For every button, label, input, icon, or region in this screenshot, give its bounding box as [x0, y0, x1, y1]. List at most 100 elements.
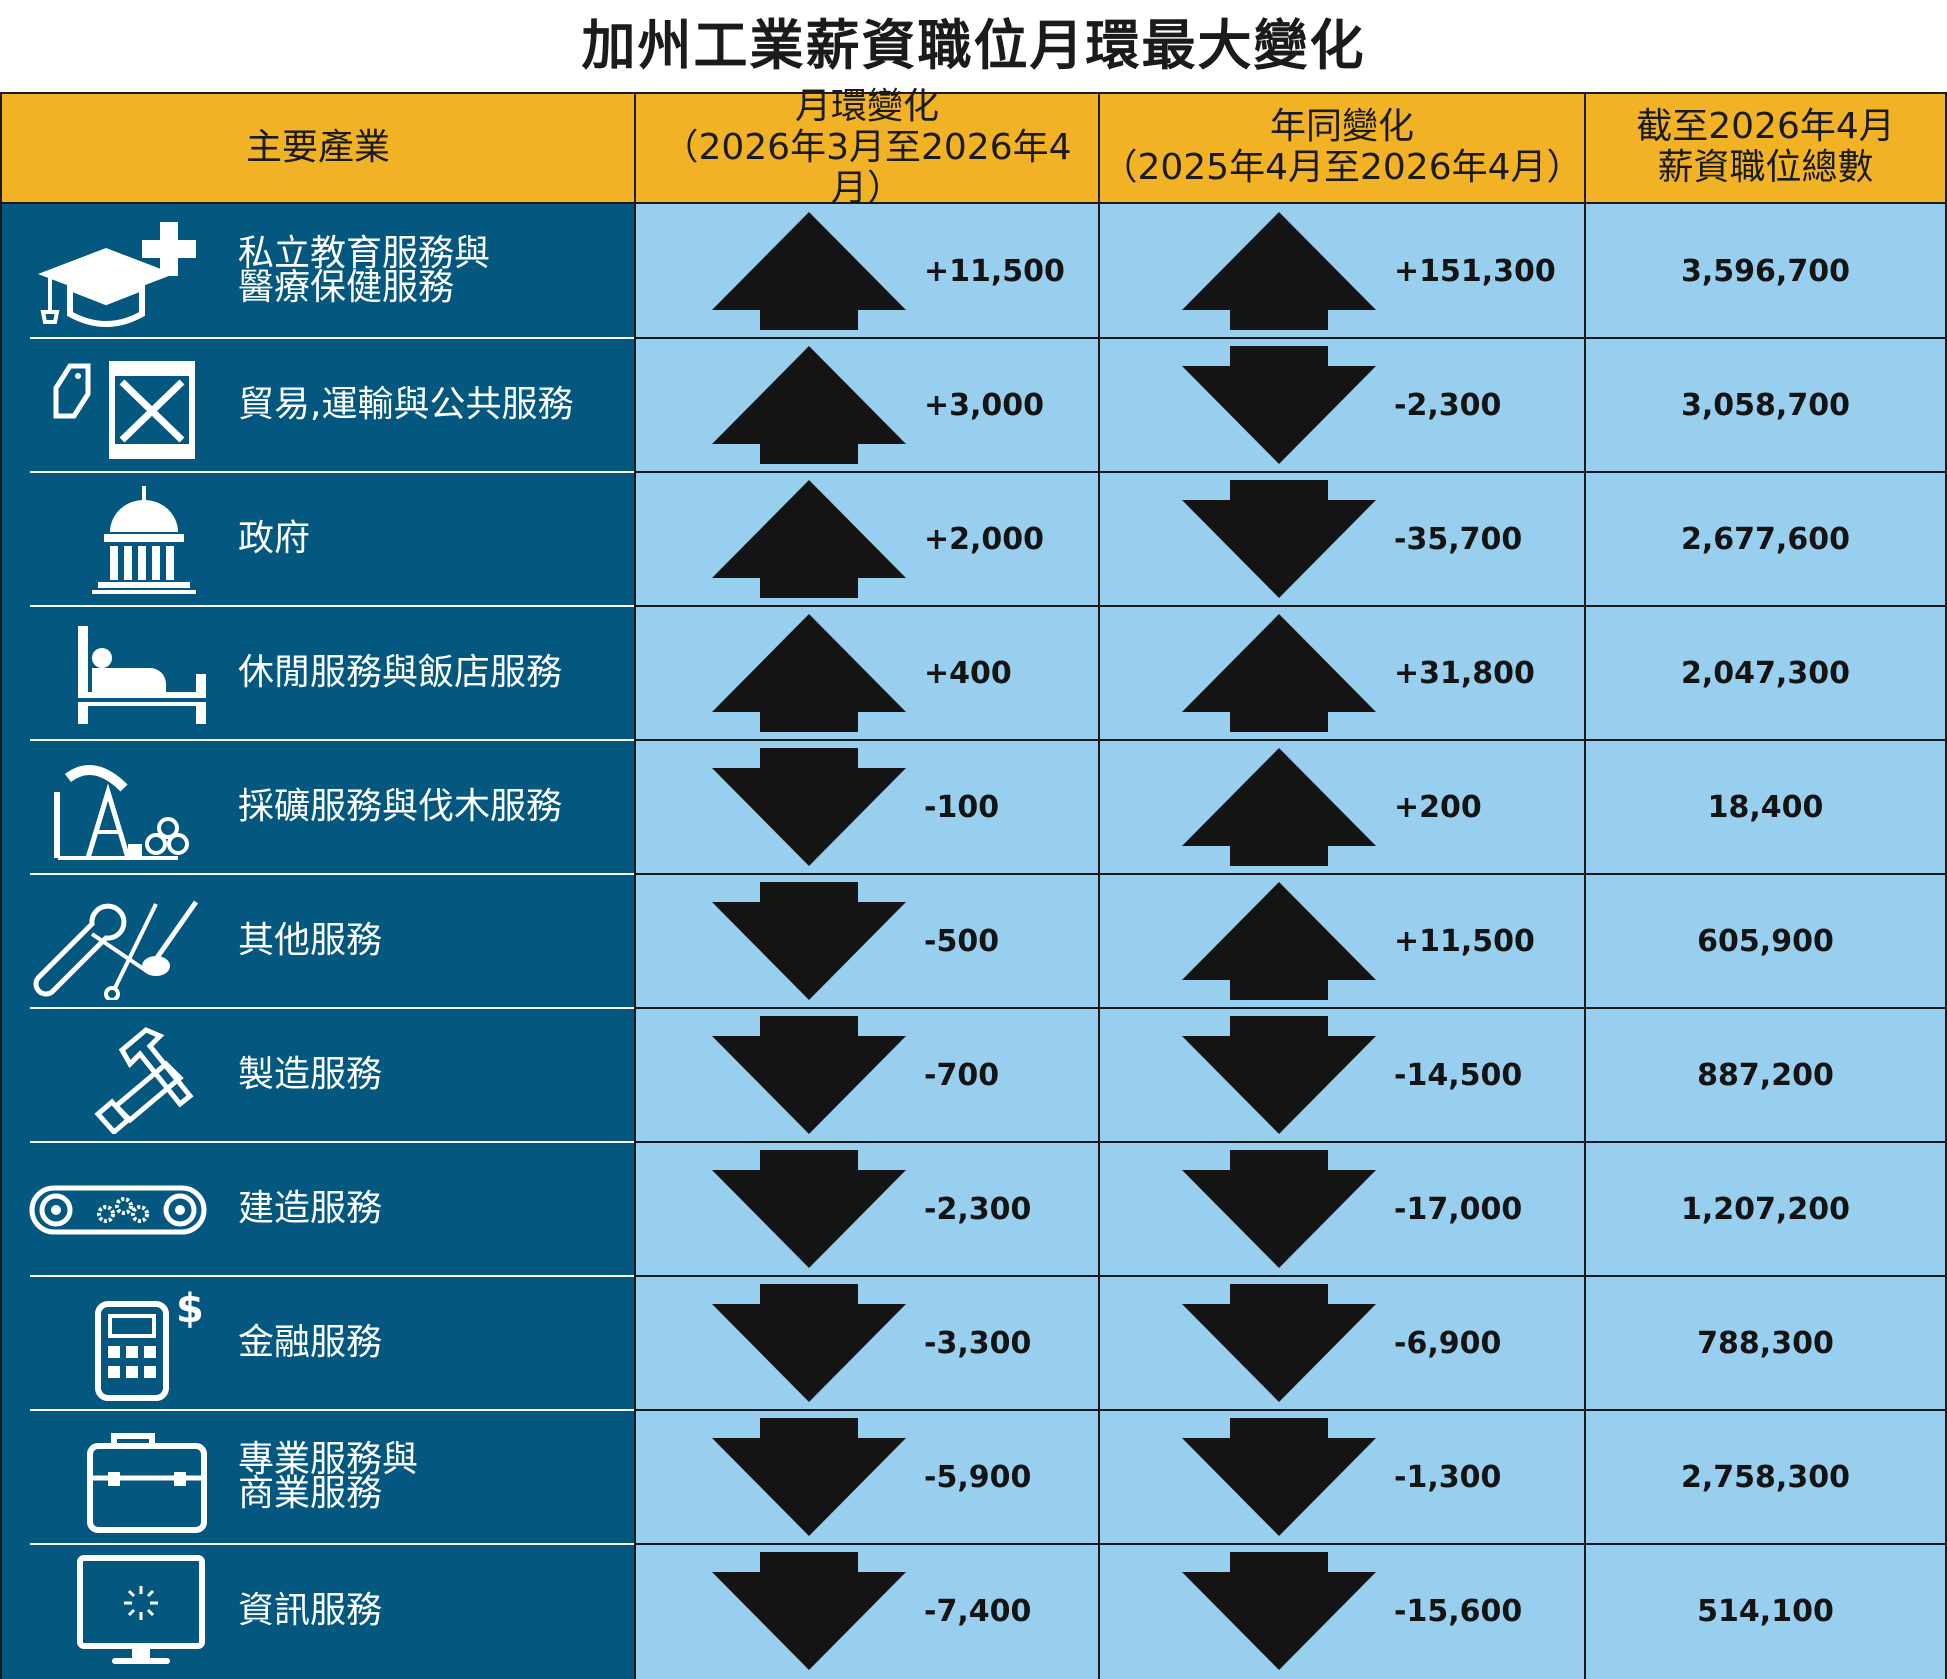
table-row: 政府 +2,000 -35,700 2,677,600 [0, 472, 1947, 606]
row-divider [636, 739, 1947, 741]
row-divider [636, 605, 1947, 607]
header-bottom-border [0, 202, 1947, 204]
row-divider [636, 1007, 1947, 1009]
yoy-change-value: -15,600 [1394, 1593, 1523, 1629]
column-divider-1 [634, 92, 636, 1679]
row-divider-left [30, 1543, 634, 1545]
row-divider-left [30, 471, 634, 473]
bed-icon [28, 614, 208, 732]
header-total: 截至2026年4月 薪資職位總數 [1586, 92, 1945, 202]
row-divider [636, 1409, 1947, 1411]
yoy-change-value: +31,800 [1394, 655, 1535, 691]
yoy-arrow-up-icon [1182, 748, 1376, 866]
yoy-arrow-down-icon [1182, 346, 1376, 464]
total-jobs-value: 514,100 [1697, 1593, 1834, 1629]
row-divider-left [30, 337, 634, 339]
table-row: 私立教育服務與 醫療保健服務 +11,500 +151,300 3,596,700 [0, 204, 1947, 338]
total-jobs-value: 2,677,600 [1681, 521, 1850, 557]
mom-arrow-down-icon [712, 882, 906, 1000]
table-left-border [0, 92, 2, 1679]
calculator-dollar-icon: $ [28, 1284, 208, 1402]
yoy-arrow-up-icon [1182, 614, 1376, 732]
government-building-icon [28, 480, 208, 598]
yoy-change-value: -17,000 [1394, 1191, 1523, 1227]
yoy-arrow-down-icon [1182, 1418, 1376, 1536]
column-divider-3 [1584, 92, 1586, 1679]
yoy-arrow-down-icon [1182, 1284, 1376, 1402]
computer-monitor-icon [28, 1552, 208, 1670]
mom-change-value: +2,000 [924, 521, 1045, 557]
total-jobs-value: 788,300 [1697, 1325, 1834, 1361]
mom-arrow-up-icon [712, 614, 906, 732]
table-right-border [1945, 92, 1947, 1679]
header-yoy: 年同變化 （2025年4月至2026年4月） [1100, 92, 1584, 202]
industry-label: 採礦服務與伐木服務 [238, 786, 563, 827]
mom-arrow-up-icon [712, 212, 906, 330]
header-yoy-line1: 年同變化 [1269, 106, 1414, 147]
svg-text:$: $ [176, 1286, 204, 1332]
mom-change-value: -500 [924, 923, 1000, 959]
total-jobs-value: 2,758,300 [1681, 1459, 1850, 1495]
mom-arrow-down-icon [712, 1418, 906, 1536]
header-mom: 月環變化 （2026年3月至2026年4月） [636, 86, 1098, 209]
mom-arrow-down-icon [712, 748, 906, 866]
yoy-arrow-down-icon [1182, 480, 1376, 598]
yoy-arrow-down-icon [1182, 1150, 1376, 1268]
row-divider [636, 337, 1947, 339]
mom-arrow-down-icon [712, 1016, 906, 1134]
row-divider-left [30, 1409, 634, 1411]
mom-change-value: +11,500 [924, 253, 1065, 289]
total-jobs-value: 1,207,200 [1681, 1191, 1850, 1227]
total-jobs-value: 18,400 [1707, 789, 1824, 825]
industry-label: 其他服務 [238, 920, 383, 961]
mom-arrow-down-icon [712, 1150, 906, 1268]
mom-arrow-down-icon [712, 1284, 906, 1402]
row-divider [636, 1543, 1947, 1545]
yoy-change-value: -2,300 [1394, 387, 1502, 423]
yoy-change-value: -6,900 [1394, 1325, 1502, 1361]
table-row: 專業服務與 商業服務 -5,900 -1,300 2,758,300 [0, 1410, 1947, 1544]
mom-change-value: -2,300 [924, 1191, 1032, 1227]
row-divider-left [30, 1275, 634, 1277]
table-row: 製造服務 -700 -14,500 887,200 [0, 1008, 1947, 1142]
page-title: 加州工業薪資職位月環最大變化 [581, 14, 1366, 77]
oil-pump-logs-icon [28, 748, 208, 866]
industry-label: 製造服務 [238, 1054, 383, 1095]
yoy-change-value: +200 [1394, 789, 1482, 825]
table-row: 休閒服務與飯店服務 +400 +31,800 2,047,300 [0, 606, 1947, 740]
total-jobs-value: 3,058,700 [1681, 387, 1850, 423]
table-row: 資訊服務 -7,400 -15,600 514,100 [0, 1544, 1947, 1678]
industry-label: 金融服務 [238, 1322, 383, 1363]
yoy-change-value: +151,300 [1394, 253, 1556, 289]
mom-arrow-up-icon [712, 346, 906, 464]
conveyor-gears-icon [28, 1150, 208, 1268]
column-divider-2 [1098, 92, 1100, 1679]
mom-change-value: -100 [924, 789, 1000, 825]
mom-change-value: -7,400 [924, 1593, 1032, 1629]
hammer-saw-icon [28, 1016, 208, 1136]
header-mom-line2: （2026年3月至2026年4月） [662, 126, 1072, 209]
total-jobs-value: 887,200 [1697, 1057, 1834, 1093]
mom-change-value: -700 [924, 1057, 1000, 1093]
header-industry-label: 主要產業 [245, 126, 390, 168]
mom-arrow-up-icon [712, 480, 906, 598]
toolbox-briefcase-icon [28, 1418, 208, 1536]
yoy-arrow-up-icon [1182, 212, 1376, 330]
industry-label: 私立教育服務與 醫療保健服務 [238, 233, 491, 308]
header-total-line2: 薪資職位總數 [1657, 147, 1874, 188]
yoy-change-value: -14,500 [1394, 1057, 1523, 1093]
table-row: 建造服務 -2,300 -17,000 1,207,200 [0, 1142, 1947, 1276]
row-divider [636, 1275, 1947, 1277]
graduation-cap-medical-cross-icon [28, 212, 208, 330]
yoy-arrow-down-icon [1182, 1016, 1376, 1134]
wrench-scissors-tools-icon [28, 882, 208, 1002]
yoy-arrow-down-icon [1182, 1552, 1376, 1670]
row-divider [636, 1141, 1947, 1143]
row-divider-left [30, 1141, 634, 1143]
row-divider-left [30, 605, 634, 607]
jobs-change-table: 主要產業 月環變化 （2026年3月至2026年4月） 年同變化 （2025年4… [0, 86, 1947, 1679]
shipping-crate-tag-icon [28, 346, 208, 464]
mom-change-value: +400 [924, 655, 1012, 691]
mom-change-value: -5,900 [924, 1459, 1032, 1495]
total-jobs-value: 3,596,700 [1681, 253, 1850, 289]
